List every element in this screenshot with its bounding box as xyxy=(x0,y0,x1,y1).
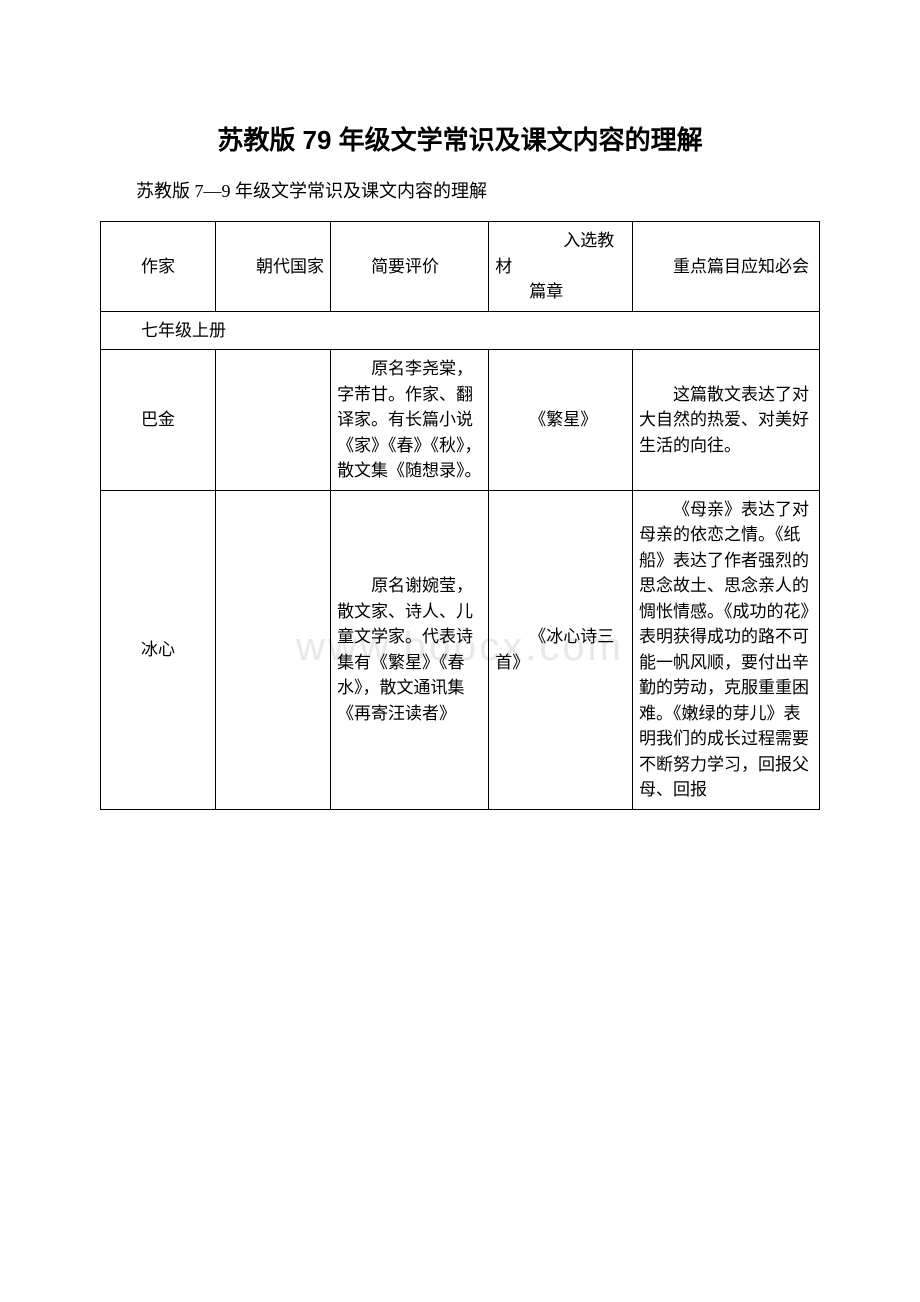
table-row: 巴金 原名李尧棠，字芾甘。作家、翻译家。有长篇小说《家》《春》《秋》，散文集《随… xyxy=(101,350,820,491)
cell-dynasty xyxy=(216,350,331,491)
header-evaluation: 简要评价 xyxy=(331,222,489,312)
header-dynasty: 朝代国家 xyxy=(216,222,331,312)
cell-dynasty xyxy=(216,490,331,809)
subtitle-text: 苏教版 7—9 年级文学常识及课文内容的理解 xyxy=(100,177,820,203)
table-header-row: 作家 朝代国家 简要评价 入选教材 篇章 重点篇目应知必会 xyxy=(101,222,820,312)
cell-evaluation: 原名李尧棠，字芾甘。作家、翻译家。有长篇小说《家》《春》《秋》，散文集《随想录》… xyxy=(331,350,489,491)
header-keypoints: 重点篇目应知必会 xyxy=(633,222,820,312)
cell-selected: 《繁星》 xyxy=(489,350,633,491)
section-row: 七年级上册 xyxy=(101,311,820,350)
header-selected: 入选教材 篇章 xyxy=(489,222,633,312)
section-title: 七年级上册 xyxy=(101,311,820,350)
cell-keypoints: 《母亲》表达了对母亲的依恋之情。《纸船》表达了作者强烈的思念故土、思念亲人的惆怅… xyxy=(633,490,820,809)
header-author: 作家 xyxy=(101,222,216,312)
cell-author: 巴金 xyxy=(101,350,216,491)
document-content: 苏教版 79 年级文学常识及课文内容的理解 苏教版 7—9 年级文学常识及课文内… xyxy=(100,120,820,810)
cell-keypoints: 这篇散文表达了对大自然的热爱、对美好生活的向往。 xyxy=(633,350,820,491)
table-row: 冰心 原名谢婉莹，散文家、诗人、儿童文学家。代表诗集有《繁星》《春水》，散文通讯… xyxy=(101,490,820,809)
cell-selected: 《冰心诗三首》 xyxy=(489,490,633,809)
main-title: 苏教版 79 年级文学常识及课文内容的理解 xyxy=(100,120,820,157)
cell-evaluation: 原名谢婉莹，散文家、诗人、儿童文学家。代表诗集有《繁星》《春水》，散文通讯集《再… xyxy=(331,490,489,809)
cell-author: 冰心 xyxy=(101,490,216,809)
literature-table: 作家 朝代国家 简要评价 入选教材 篇章 重点篇目应知必会 七年级上册 巴金 原… xyxy=(100,221,820,810)
